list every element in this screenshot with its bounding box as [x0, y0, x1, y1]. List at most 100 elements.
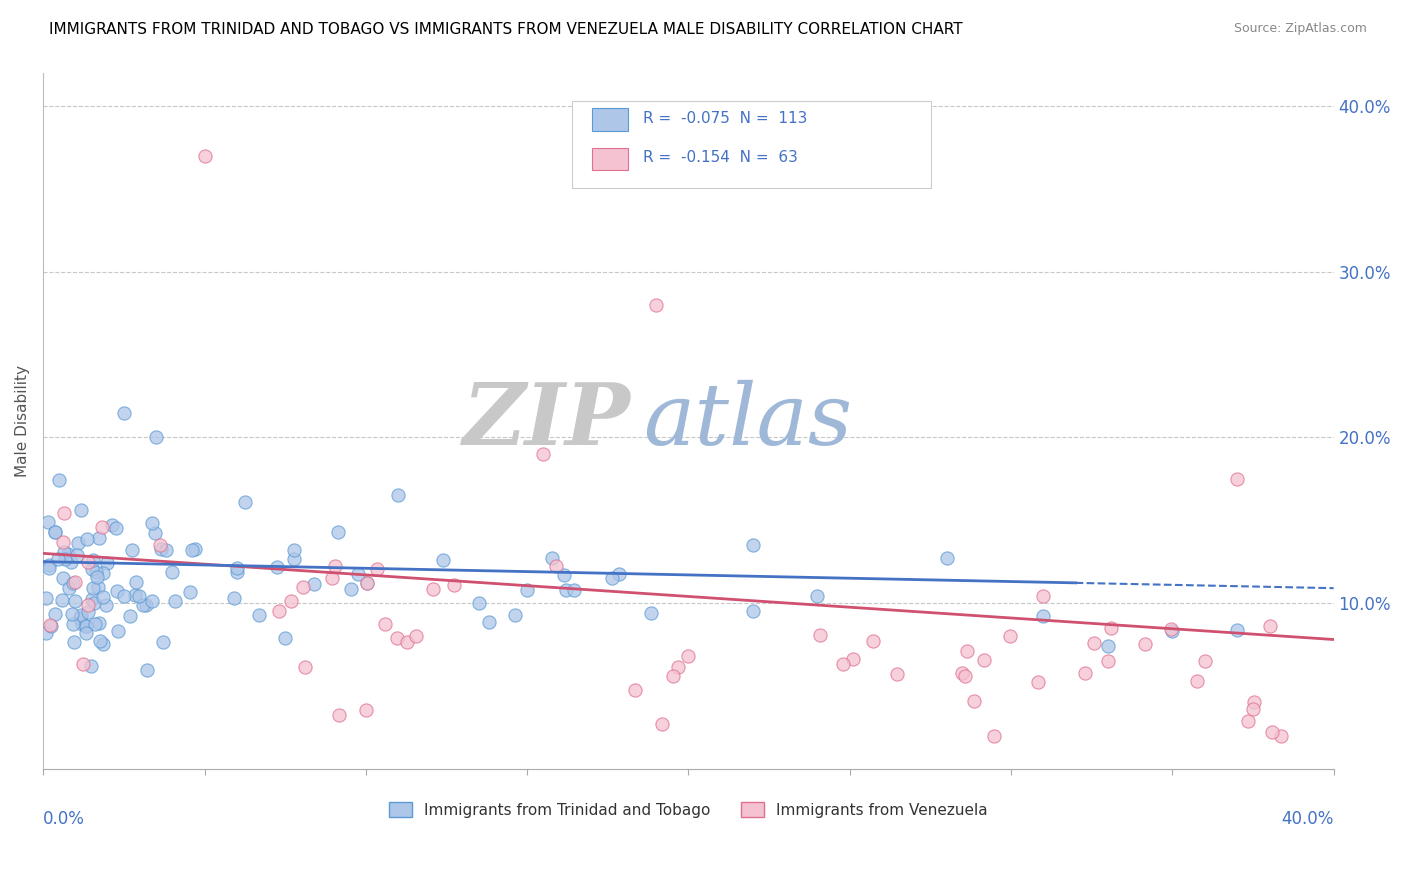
Point [280, 594, 302, 608]
Point [86, 570, 108, 584]
Point [1000, 630, 1022, 644]
Point [143, 526, 166, 541]
FancyBboxPatch shape [572, 101, 931, 188]
Point [63, 594, 86, 608]
Point [105, 583, 128, 598]
Point [86, 580, 108, 594]
Point [385, 632, 408, 646]
Point [742, 538, 765, 552]
Point [124, 588, 146, 602]
Point [651, 716, 673, 731]
Point [328, 708, 350, 723]
Point [541, 550, 564, 565]
Point [678, 649, 700, 664]
Point [128, 589, 150, 603]
Point [39, 618, 62, 632]
Point [44, 524, 66, 539]
Point [118, 608, 141, 623]
Point [1226, 623, 1249, 637]
Point [75, 626, 97, 640]
Point [107, 624, 129, 638]
Point [180, 542, 202, 557]
Point [956, 644, 979, 658]
Text: atlas: atlas [644, 379, 852, 462]
Point [662, 669, 685, 683]
Point [1097, 640, 1119, 654]
Point [76, 532, 98, 546]
Point [405, 629, 427, 643]
Point [640, 607, 662, 621]
Point [132, 599, 155, 613]
Point [39, 619, 62, 633]
Point [806, 589, 828, 603]
Point [62, 575, 84, 590]
Point [1032, 609, 1054, 624]
Point [356, 575, 378, 590]
Point [63, 575, 86, 590]
Point [58, 547, 80, 561]
Point [950, 666, 973, 681]
Point [51, 571, 73, 585]
Point [70, 617, 93, 632]
Point [89, 634, 111, 648]
Point [354, 703, 377, 717]
Point [77, 556, 100, 570]
Text: IMMIGRANTS FROM TRINIDAD AND TOBAGO VS IMMIGRANTS FROM VENEZUELA MALE DISABILITY: IMMIGRANTS FROM TRINIDAD AND TOBAGO VS I… [49, 22, 963, 37]
Point [302, 577, 325, 591]
Point [623, 683, 645, 698]
Point [1260, 725, 1282, 739]
FancyBboxPatch shape [592, 148, 627, 170]
Point [422, 582, 444, 596]
Point [396, 635, 419, 649]
Point [666, 659, 689, 673]
Point [233, 495, 256, 509]
Point [810, 628, 832, 642]
Point [112, 589, 135, 603]
Point [1226, 472, 1249, 486]
Point [83, 596, 105, 610]
Point [1243, 695, 1265, 709]
Point [842, 651, 865, 665]
Point [160, 565, 183, 579]
Point [224, 591, 246, 605]
Point [44, 524, 66, 539]
Point [152, 634, 174, 648]
Text: 0.0%: 0.0% [44, 811, 86, 829]
Point [80, 562, 103, 576]
Point [77, 598, 100, 612]
Point [121, 543, 143, 558]
Point [269, 604, 291, 618]
Point [645, 298, 668, 312]
Point [87, 616, 110, 631]
Point [374, 616, 396, 631]
Point [77, 605, 100, 619]
Point [983, 729, 1005, 743]
Point [886, 667, 908, 681]
Point [443, 578, 465, 592]
Point [1194, 654, 1216, 668]
Point [72, 657, 94, 672]
Point [283, 543, 305, 558]
Point [38, 561, 60, 575]
Point [91, 637, 114, 651]
Point [953, 669, 976, 683]
Point [266, 559, 288, 574]
Point [544, 559, 567, 574]
Point [184, 541, 207, 556]
Point [963, 694, 986, 708]
Point [346, 567, 368, 582]
Point [66, 548, 89, 562]
Point [1074, 666, 1097, 681]
Point [58, 581, 80, 595]
Point [53, 544, 76, 558]
Point [69, 607, 91, 622]
Point [62, 635, 84, 649]
Text: 40.0%: 40.0% [1281, 811, 1334, 829]
Text: R =  -0.075  N =  113: R = -0.075 N = 113 [644, 111, 807, 126]
Point [91, 590, 114, 604]
Point [135, 598, 157, 612]
Point [831, 657, 853, 672]
Point [193, 149, 215, 163]
Point [141, 593, 163, 607]
Point [432, 553, 454, 567]
